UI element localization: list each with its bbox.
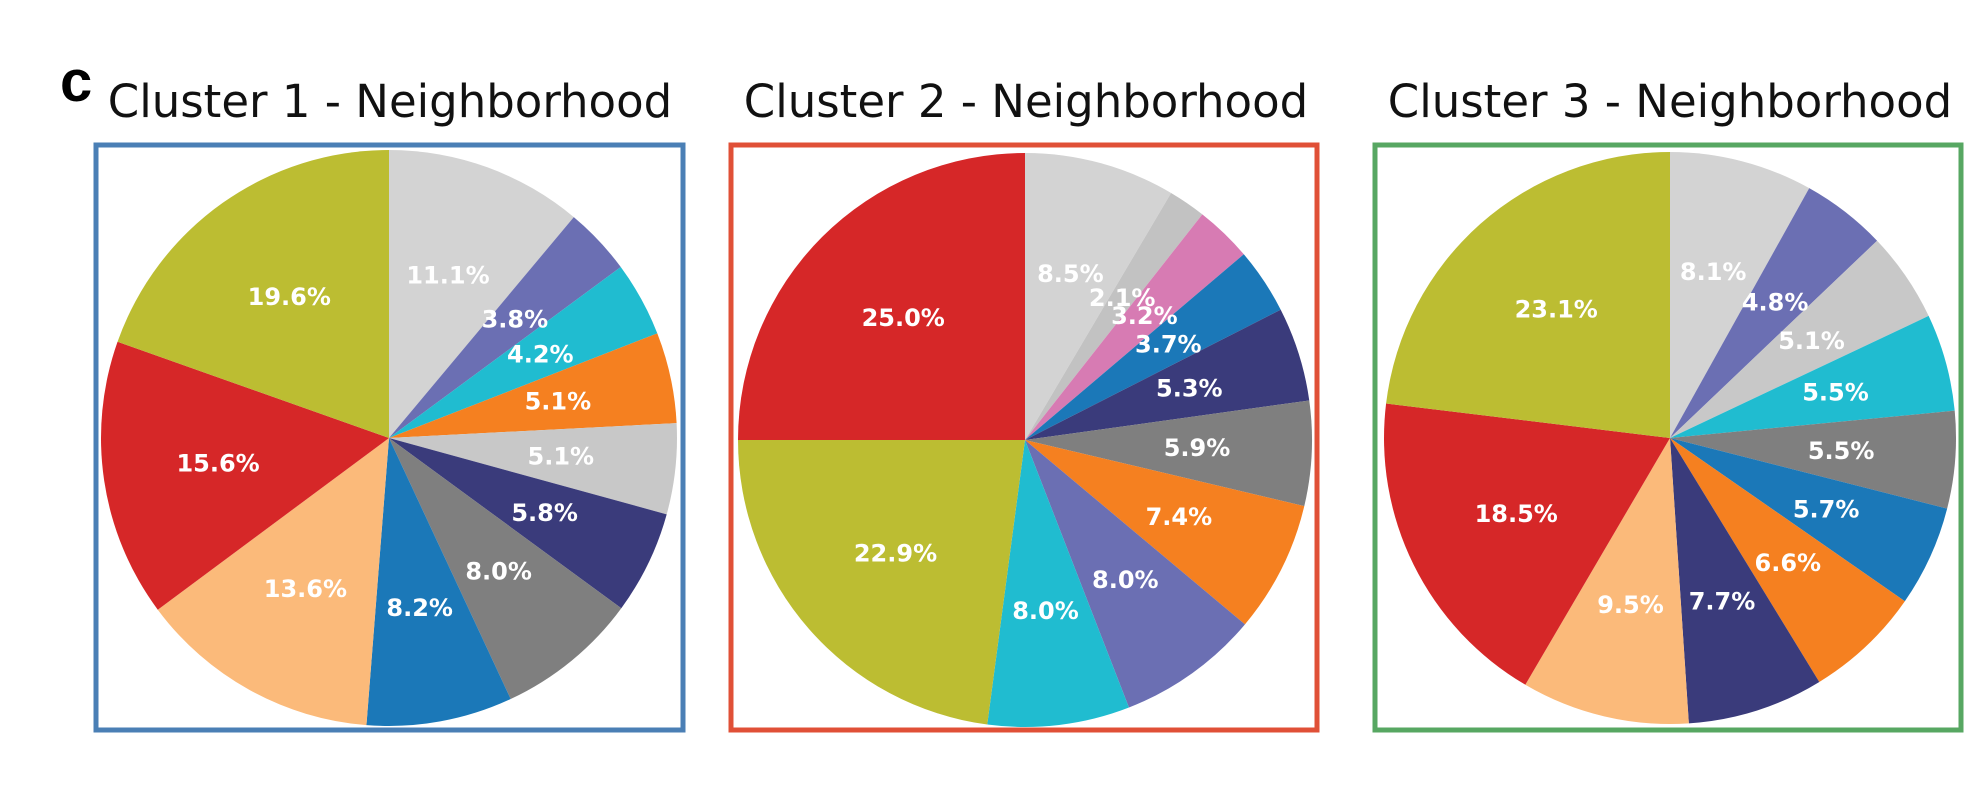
pie-slice [1525, 438, 1689, 725]
pie-slice [1025, 254, 1281, 440]
chart-frame-cluster-2 [728, 142, 1320, 733]
chart-title-cluster-2: Cluster 2 - Neighborhood [744, 75, 1308, 128]
pie-slice [1025, 153, 1172, 440]
panel-label: c [60, 49, 93, 114]
pie-slice [1025, 214, 1244, 440]
slice-label: 4.2% [507, 341, 574, 369]
pie-slice [738, 440, 1025, 725]
chart-title-cluster-1: Cluster 1 - Neighborhood [108, 75, 672, 128]
pie-slice [389, 267, 658, 438]
pie-slice [389, 150, 574, 438]
pie-slice [1670, 152, 1810, 438]
slice-label: 2.1% [1089, 284, 1156, 312]
pie-slice [1384, 403, 1670, 685]
slice-label: 6.6% [1755, 549, 1822, 577]
slice-label: 5.3% [1156, 374, 1223, 402]
pie-slices-cluster-3 [1384, 152, 1956, 725]
slice-label: 8.2% [386, 594, 453, 622]
pie-slice [1670, 315, 1955, 438]
slice-label: 19.6% [248, 283, 331, 311]
slice-label: 11.1% [406, 262, 489, 290]
slice-label: 4.8% [1742, 288, 1809, 316]
pie-slice [1025, 440, 1305, 625]
pie-slice [987, 440, 1129, 728]
slice-label: 15.6% [176, 450, 259, 478]
slice-label: 7.4% [1146, 503, 1213, 531]
slice-label: 8.0% [1012, 597, 1079, 625]
pie-slice [389, 217, 621, 438]
pie-slice [157, 438, 389, 726]
slice-label: 3.2% [1111, 302, 1178, 330]
pie-labels-cluster-1: 11.1% 3.8% 4.2% 5.1% 5.1% 5.8% 8.0% 8.2% 13.6% 15… [176, 262, 594, 622]
slice-label: 5.7% [1793, 495, 1860, 523]
pie-slice [1386, 152, 1670, 438]
slice-label: 5.1% [1778, 327, 1845, 355]
slice-label: 3.8% [482, 306, 549, 334]
slice-label: 5.9% [1164, 434, 1231, 462]
pie-slice [1025, 309, 1310, 440]
slice-label: 22.9% [854, 540, 937, 568]
pie-slice [1670, 438, 1905, 682]
pie-slice [1670, 240, 1929, 438]
pie-chart-cluster-3: Cluster 3 - Neighborhood 8.1%4.8% 5.1% 5.5… [1372, 75, 1964, 733]
slice-label: 23.1% [1515, 296, 1598, 324]
pie-slice [738, 153, 1025, 440]
pie-slice [1670, 188, 1878, 438]
pie-slice [1025, 192, 1203, 440]
pie-slice [1025, 400, 1312, 507]
slice-label: 8.1% [1680, 258, 1747, 286]
slice-label: 5.8% [511, 499, 578, 527]
slice-label: 8.5% [1037, 260, 1104, 288]
pie-chart-cluster-1: Cluster 1 - Neighborhood 11.1% 3.8% 4.2% 5.… [93, 75, 686, 733]
slice-label: 7.7% [1689, 588, 1756, 616]
slice-label: 25.0% [862, 304, 945, 332]
pie-slice [1670, 410, 1956, 509]
pie-slice [1025, 440, 1245, 708]
slice-label: 5.1% [528, 443, 595, 471]
pie-slices-cluster-1 [101, 150, 677, 726]
pie-chart-cluster-2: Cluster 2 - Neighborhood 8.5%2.1%3.2%3.7… [728, 75, 1320, 733]
slice-label: 3.7% [1135, 331, 1202, 359]
pie-slice [366, 438, 511, 726]
slice-label: 18.5% [1475, 500, 1558, 528]
slice-label: 9.5% [1597, 591, 1664, 619]
slice-label: 13.6% [264, 575, 347, 603]
pie-slice [389, 333, 677, 438]
chart-title-cluster-3: Cluster 3 - Neighborhood [1388, 75, 1952, 128]
chart-frame-cluster-1 [93, 142, 686, 733]
slice-label: 5.5% [1802, 379, 1869, 407]
slice-label: 5.1% [525, 388, 592, 416]
slice-label: 8.0% [465, 558, 532, 586]
chart-frame-cluster-3 [1372, 142, 1964, 733]
pie-labels-cluster-3: 8.1%4.8% 5.1% 5.5% 5.5% 5.7% 6.6% 7.7% 9.5% 18.5… [1475, 258, 1875, 619]
slice-label: 8.0% [1092, 566, 1159, 594]
pie-slice [1670, 438, 1948, 602]
pie-slice [117, 150, 389, 438]
pie-slice [1670, 438, 1820, 724]
pie-slices-cluster-2 [738, 153, 1312, 728]
slice-label: 5.5% [1808, 437, 1875, 465]
pie-slice [101, 341, 389, 610]
pie-slice [389, 438, 622, 700]
pie-slice [389, 423, 677, 515]
pie-labels-cluster-2: 8.5%2.1%3.2%3.7% 5.3% 5.9% 7.4% 8.0% 8.0% 22.9… [854, 260, 1230, 625]
pie-slice [389, 438, 667, 609]
